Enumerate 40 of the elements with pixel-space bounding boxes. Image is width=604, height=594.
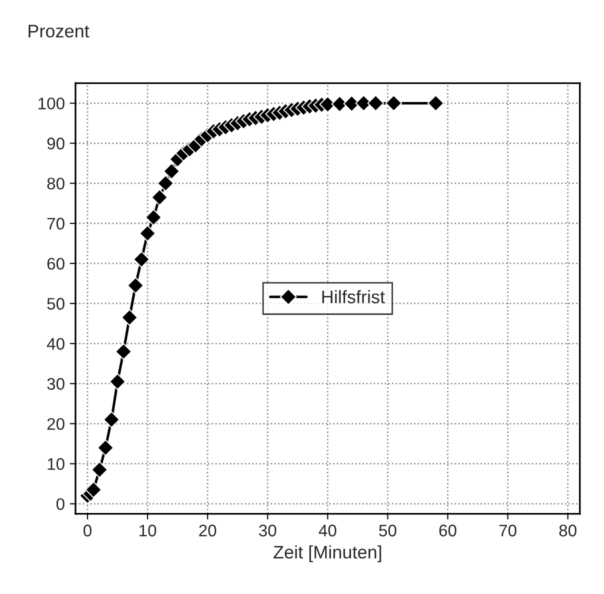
point xyxy=(157,174,174,192)
y-tick-label: 80 xyxy=(47,178,64,190)
x-tick-label: 70 xyxy=(499,524,516,536)
point xyxy=(109,373,126,390)
x-tick-label: 0 xyxy=(84,524,92,536)
y-tick-label: 70 xyxy=(47,218,64,230)
point xyxy=(151,188,168,206)
y-tick-label: 20 xyxy=(47,418,64,430)
point xyxy=(139,225,156,242)
point xyxy=(145,208,162,226)
point xyxy=(121,309,138,326)
y-tick-label: 0 xyxy=(56,498,64,510)
y-tick-label: 100 xyxy=(38,98,64,110)
x-tick-label: 80 xyxy=(559,524,576,536)
point xyxy=(385,94,402,112)
y-tick-label: 10 xyxy=(48,458,64,470)
point xyxy=(103,411,120,428)
point xyxy=(91,461,108,478)
x-tick-label: 10 xyxy=(140,524,156,536)
x-tick-label: 50 xyxy=(379,524,396,536)
point xyxy=(133,251,150,268)
x-tick-label: 60 xyxy=(439,524,456,536)
y-tick-label: 50 xyxy=(47,298,64,310)
y-tick-label: 30 xyxy=(47,378,64,390)
y-tick-label: 60 xyxy=(47,258,64,270)
point xyxy=(367,94,384,112)
legend-label: Hilfsfrist xyxy=(322,290,385,304)
point xyxy=(85,481,102,498)
point xyxy=(127,277,144,294)
x-tick-label: 20 xyxy=(199,524,216,536)
y-axis-title: Prozent xyxy=(28,24,90,38)
x-tick-label: 40 xyxy=(318,524,336,536)
point xyxy=(427,94,444,112)
point xyxy=(97,439,114,456)
x-tick-label: 30 xyxy=(258,524,276,536)
x-axis-title: Zeit [Minuten] xyxy=(274,545,382,562)
point xyxy=(115,343,132,360)
point xyxy=(163,162,180,180)
y-tick-label: 90 xyxy=(47,138,64,150)
y-tick-label: 40 xyxy=(46,338,64,350)
